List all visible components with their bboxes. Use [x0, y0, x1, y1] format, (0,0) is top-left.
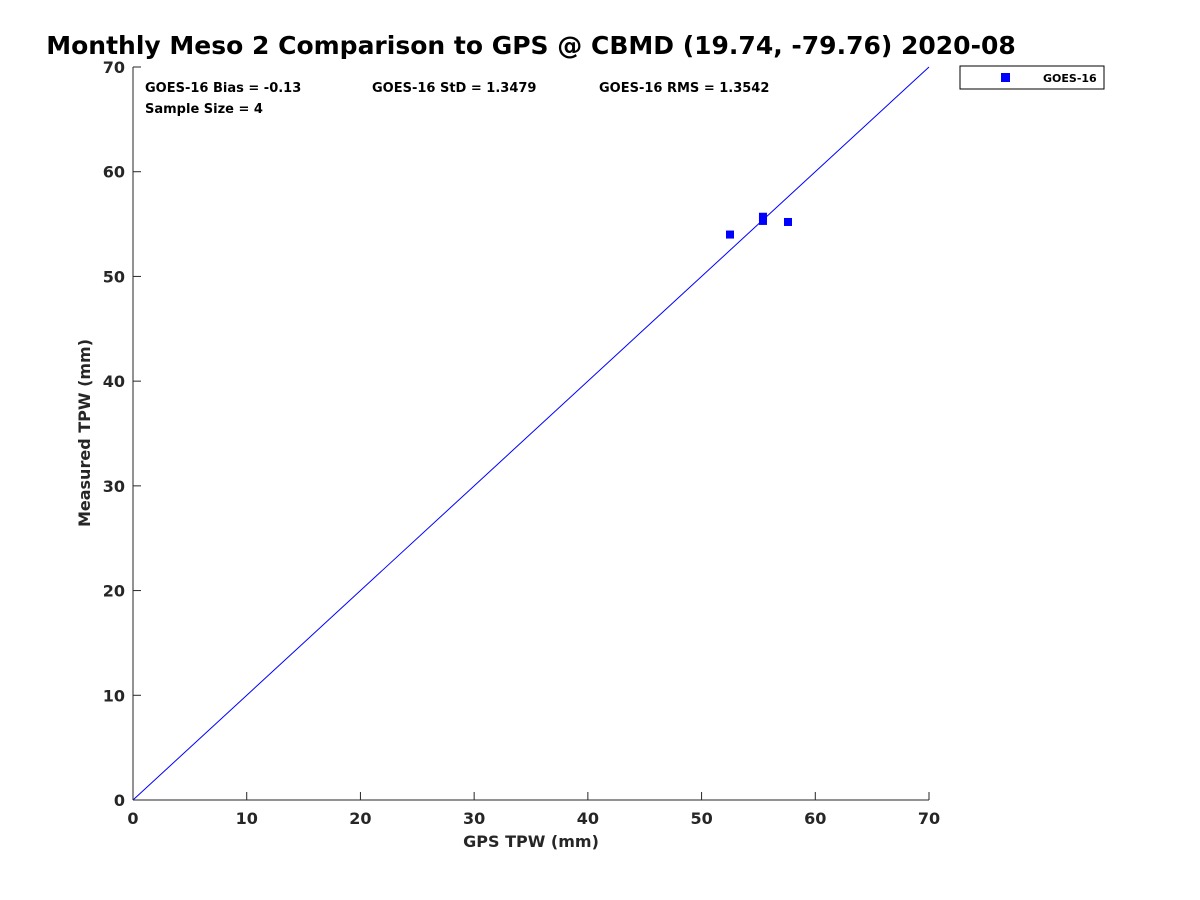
y-axis-label: Measured TPW (mm) — [75, 339, 94, 527]
reference-line-layer — [132, 66, 930, 801]
data-points — [726, 212, 792, 239]
data-point — [783, 217, 792, 226]
stat-bias: GOES-16 Bias = -0.13 — [145, 81, 301, 96]
x-tick-label: 10 — [236, 809, 258, 828]
plot-axes — [132, 67, 929, 801]
y-tick-label: 0 — [114, 791, 125, 810]
legend-box — [959, 65, 1105, 90]
x-tick-label: 70 — [918, 809, 940, 828]
axis-ticks: 0 10 20 30 40 50 60 70 0 10 20 30 40 50 60 70 — [103, 58, 940, 828]
data-point — [726, 230, 734, 239]
y-tick-label: 50 — [103, 267, 125, 286]
x-axis-label: GPS TPW (mm) — [463, 832, 599, 851]
stat-std: GOES-16 StD = 1.3479 — [372, 81, 536, 96]
data-point — [758, 216, 767, 225]
x-tick-label: 0 — [127, 809, 138, 828]
x-tick-label: 60 — [804, 809, 826, 828]
data-point — [758, 212, 767, 221]
y-tick-label: 70 — [103, 58, 125, 77]
y-tick-label: 20 — [103, 582, 125, 601]
x-tick-label: 30 — [463, 809, 485, 828]
stat-sample-size: Sample Size = 4 — [145, 102, 263, 117]
chart-title: Monthly Meso 2 Comparison to GPS @ CBMD … — [46, 31, 1016, 60]
y-tick-label: 40 — [103, 372, 125, 391]
x-tick-label: 40 — [577, 809, 599, 828]
stat-rms: GOES-16 RMS = 1.3542 — [599, 81, 769, 96]
legend: GOES-16 — [959, 65, 1105, 90]
x-tick-label: 20 — [349, 809, 371, 828]
legend-marker-goes16 — [1001, 73, 1010, 82]
y-tick-label: 30 — [103, 477, 125, 496]
y-tick-label: 10 — [103, 686, 125, 705]
y-tick-label: 60 — [103, 163, 125, 182]
x-tick-label: 50 — [690, 809, 712, 828]
legend-label-goes16: GOES-16 — [1043, 72, 1097, 85]
one-to-one-line — [132, 66, 930, 801]
